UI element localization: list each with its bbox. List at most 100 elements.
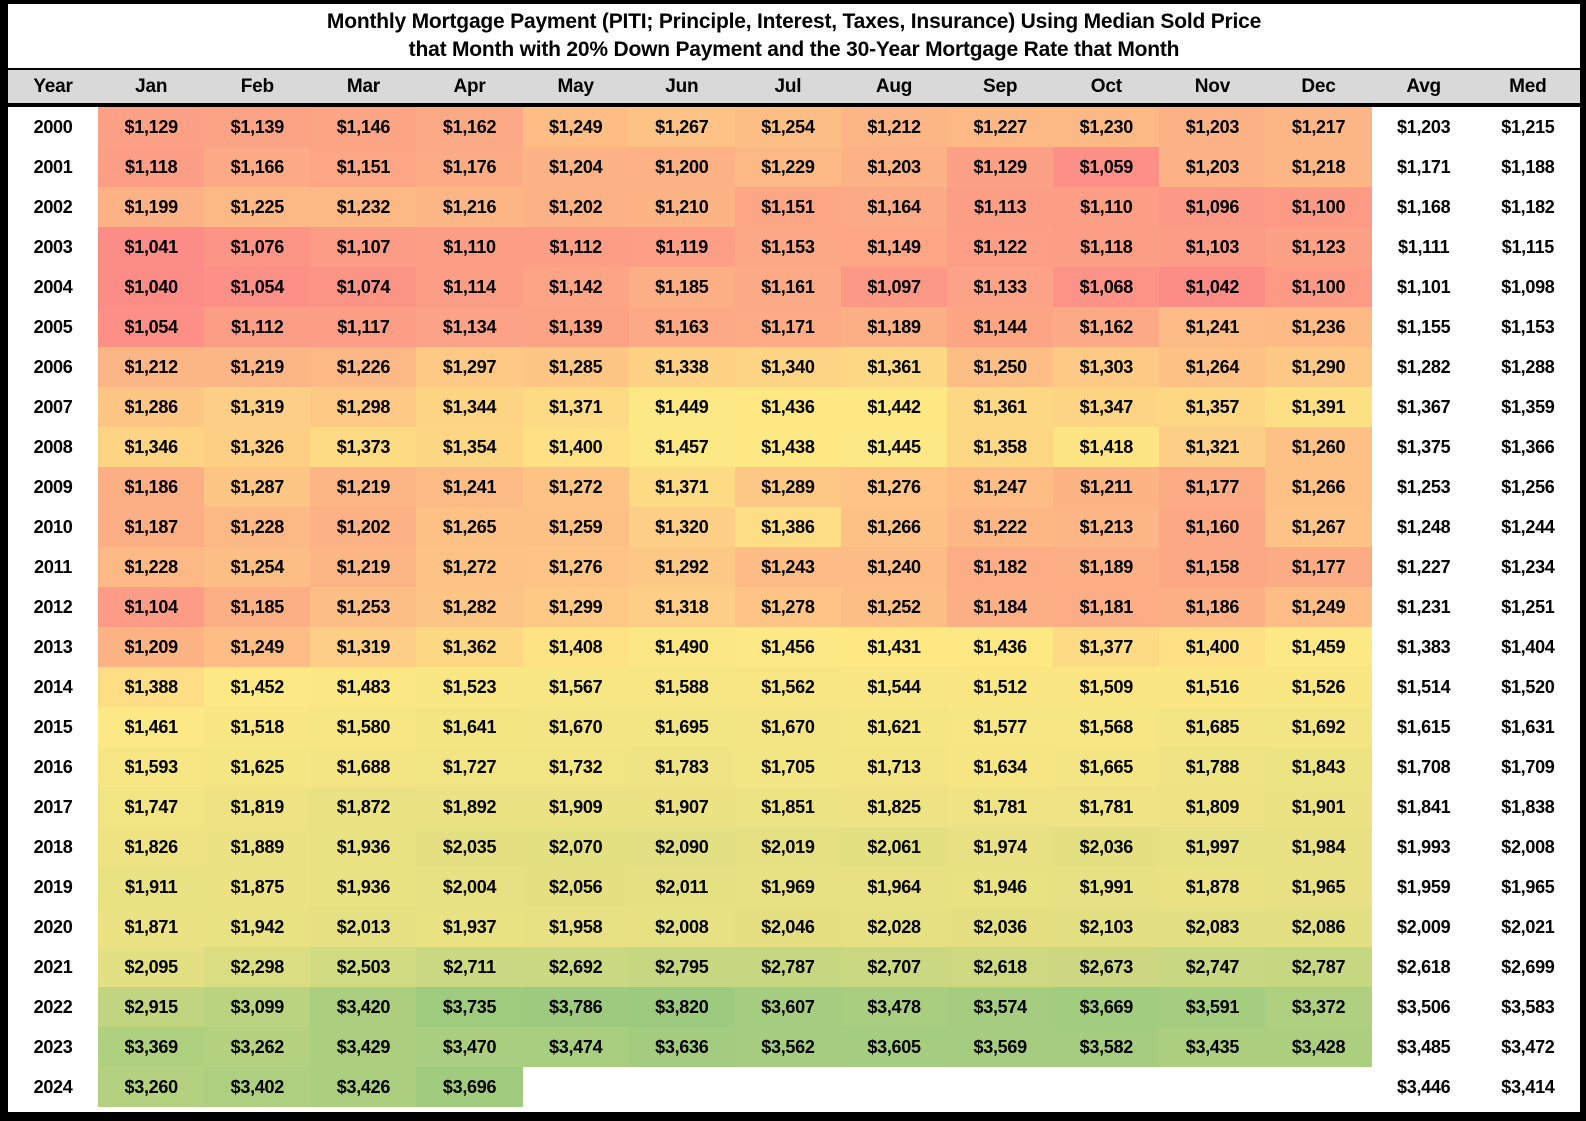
payment-cell: $1,452 [204,667,311,707]
payment-cell: $2,083 [1159,907,1266,947]
payment-cell: $1,445 [840,427,948,467]
payment-cell: $1,158 [1159,547,1266,587]
table-row-2023: 2023 $3,369 $3,262 $3,429 $3,470 $3,474 $3,636… [8,1027,1580,1067]
payment-cell: $1,665 [1053,747,1160,787]
year-cell: 2020 [8,907,99,947]
payment-cell: $3,429 [310,1027,417,1067]
payment-cell: $1,526 [1265,667,1372,707]
payment-cell: $1,685 [1159,707,1266,747]
payment-cell: $1,133 [947,267,1054,307]
avg-cell: $2,009 [1371,907,1476,947]
table-row-2009: 2009 $1,186 $1,287 $1,219 $1,241 $1,272 $1,371… [8,467,1580,507]
avg-cell: $3,446 [1371,1067,1476,1107]
payment-cell: $1,222 [947,507,1054,547]
payment-cell: $1,483 [310,667,417,707]
table-row-2024: 2024 $3,260 $3,402 $3,426 $3,696 $3,446 $3,414 [8,1067,1580,1107]
payment-cell: $1,096 [1159,187,1266,227]
payment-cell: $1,400 [522,427,629,467]
column-header-med: Med [1475,70,1580,105]
payment-cell: $1,692 [1265,707,1372,747]
payment-cell: $2,056 [522,867,629,907]
payment-cell: $1,732 [522,747,629,787]
payment-cell: $1,100 [1265,267,1372,307]
avg-cell: $2,618 [1371,947,1476,987]
med-cell: $1,965 [1475,867,1580,907]
payment-cell: $1,114 [416,267,523,307]
payment-cell: $1,119 [628,227,735,267]
payment-cell: $1,118 [98,147,205,187]
payment-cell: $1,228 [98,547,205,587]
avg-cell: $1,615 [1371,707,1476,747]
payment-cell: $1,516 [1159,667,1266,707]
payment-cell: $1,204 [522,147,629,187]
payment-cell: $2,787 [734,947,841,987]
empty-cell [628,1067,735,1107]
payment-cell: $1,588 [628,667,735,707]
med-cell: $1,234 [1475,547,1580,587]
payment-cell: $1,186 [98,467,205,507]
payment-cell: $1,107 [310,227,417,267]
table-row-2013: 2013 $1,209 $1,249 $1,319 $1,362 $1,408 $1,490… [8,627,1580,667]
payment-cell: $1,377 [1053,627,1160,667]
payment-cell: $3,605 [840,1027,948,1067]
avg-cell: $1,959 [1371,867,1476,907]
year-cell: 2007 [8,387,99,427]
column-header-nov: Nov [1159,70,1266,105]
table-row-2001: 2001 $1,118 $1,166 $1,151 $1,176 $1,204 $1,200… [8,147,1580,187]
payment-cell: $1,249 [522,105,629,147]
payment-cell: $1,203 [1159,147,1266,187]
payment-cell: $1,358 [947,427,1054,467]
year-cell: 2022 [8,987,99,1027]
payment-cell: $1,227 [947,105,1054,147]
payment-cell: $1,216 [416,187,523,227]
payment-cell: $1,264 [1159,347,1266,387]
payment-cell: $3,262 [204,1027,311,1067]
payment-cell: $2,013 [310,907,417,947]
year-cell: 2004 [8,267,99,307]
payment-cell: $3,582 [1053,1027,1160,1067]
payment-cell: $1,490 [628,627,735,667]
table-row-2010: 2010 $1,187 $1,228 $1,202 $1,265 $1,259 $1,320… [8,507,1580,547]
payment-cell: $3,478 [840,987,948,1027]
table-row-2000: 2000 $1,129 $1,139 $1,146 $1,162 $1,249 $1,267… [8,105,1580,147]
med-cell: $2,008 [1475,827,1580,867]
payment-cell: $1,218 [1265,147,1372,187]
payment-cell: $1,100 [1265,187,1372,227]
payment-cell: $2,673 [1053,947,1160,987]
payment-cell: $3,569 [947,1027,1054,1067]
payment-cell: $1,247 [947,467,1054,507]
payment-cell: $1,144 [947,307,1054,347]
column-header-year: Year [8,70,99,105]
payment-cell: $1,162 [1053,307,1160,347]
year-cell: 2006 [8,347,99,387]
payment-cell: $1,386 [734,507,841,547]
payment-cell: $1,371 [628,467,735,507]
payment-cell: $1,984 [1265,827,1372,867]
payment-cell: $1,340 [734,347,841,387]
payment-cell: $3,820 [628,987,735,1027]
med-cell: $1,188 [1475,147,1580,187]
payment-cell: $3,735 [416,987,523,1027]
med-cell: $1,838 [1475,787,1580,827]
payment-cell: $2,103 [1053,907,1160,947]
payment-cell: $1,942 [204,907,311,947]
payment-cell: $2,095 [98,947,205,987]
payment-cell: $1,185 [628,267,735,307]
med-cell: $1,153 [1475,307,1580,347]
heatmap-table: Year Jan Feb Mar Apr May Jun Jul Aug Sep Oct Nov Dec… [8,70,1580,1107]
payment-cell: $1,212 [840,105,948,147]
payment-cell: $1,118 [1053,227,1160,267]
year-cell: 2010 [8,507,99,547]
payment-cell: $1,129 [947,147,1054,187]
avg-cell: $1,231 [1371,587,1476,627]
payment-cell: $1,202 [522,187,629,227]
payment-cell: $1,103 [1159,227,1266,267]
payment-cell: $1,054 [204,267,311,307]
payment-cell: $1,266 [840,507,948,547]
payment-cell: $1,203 [840,147,948,187]
payment-cell: $3,474 [522,1027,629,1067]
payment-cell: $1,357 [1159,387,1266,427]
payment-cell: $1,523 [416,667,523,707]
payment-cell: $1,400 [1159,627,1266,667]
payment-cell: $1,041 [98,227,205,267]
